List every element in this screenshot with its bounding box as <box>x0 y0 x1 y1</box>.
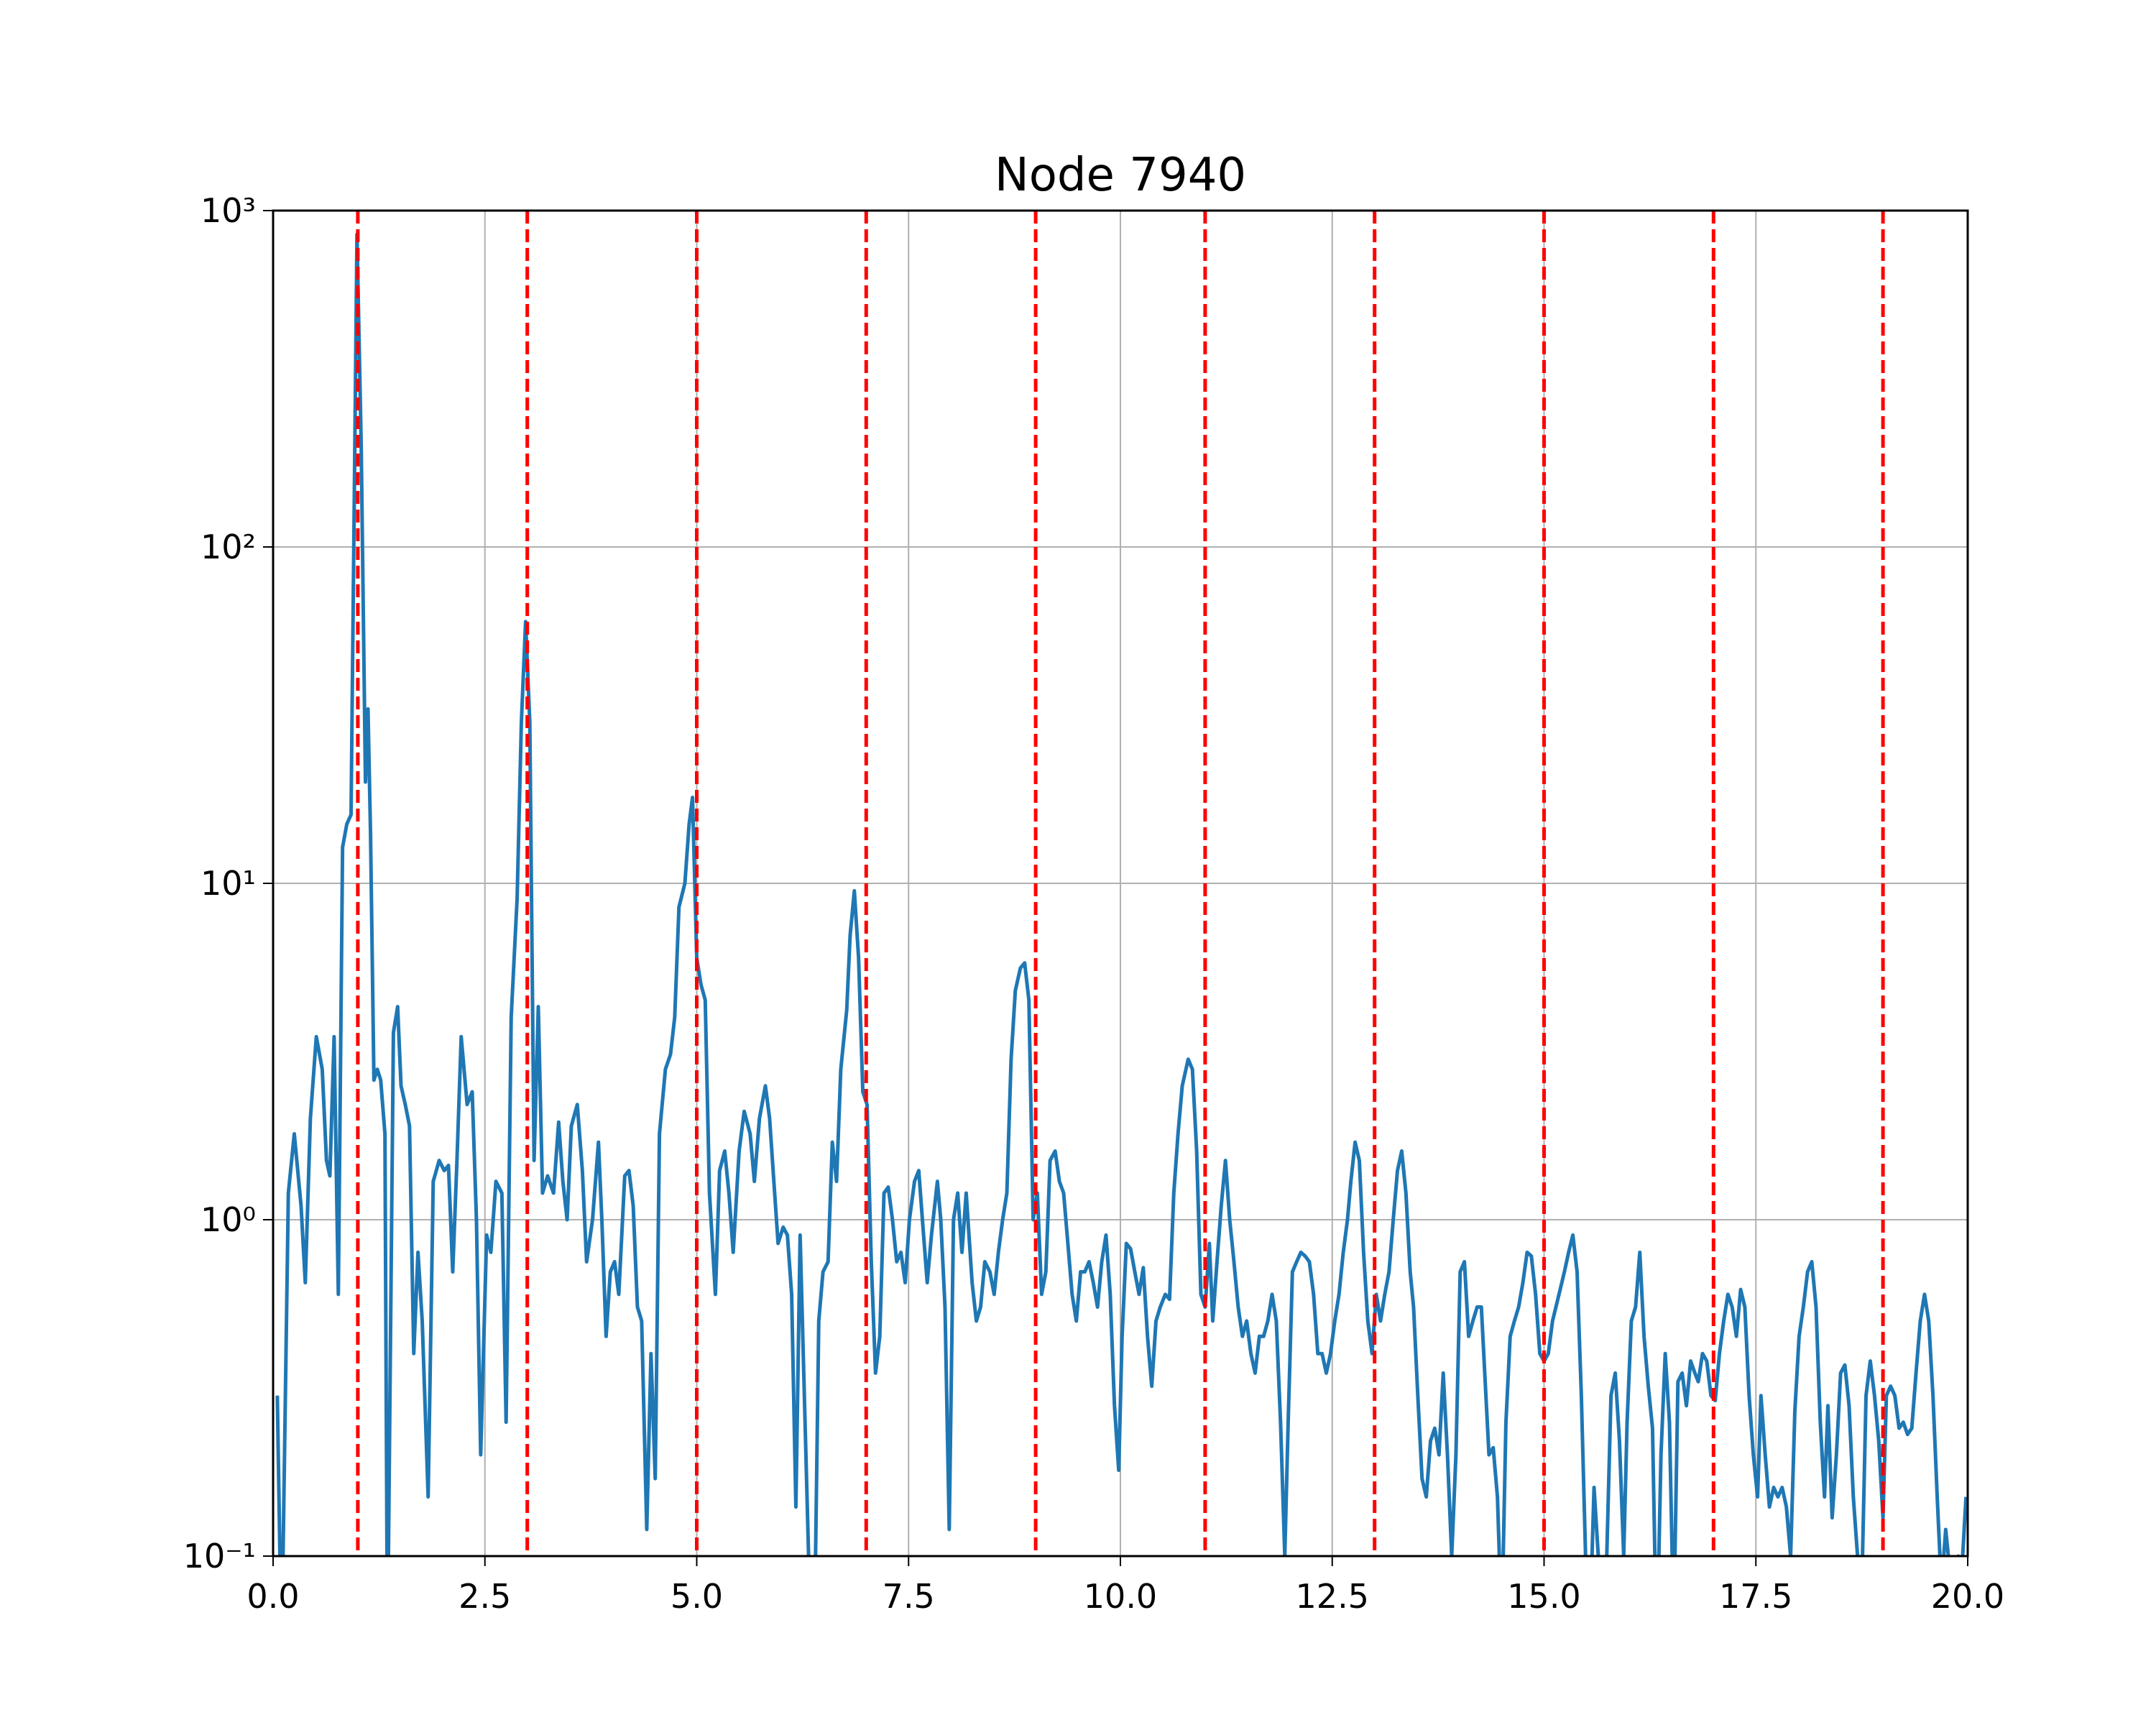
x-tick-label: 20.0 <box>1931 1577 2004 1616</box>
plot-area <box>275 211 1968 1556</box>
x-tick-label: 0.0 <box>247 1577 299 1616</box>
y-tick-label: 10⁰ <box>201 1200 256 1239</box>
ticks: 0.0 2.5 5.0 7.5 10.0 12.5 15.0 17.5 20.0 10⁻¹ 10⁰ 1… <box>183 191 2004 1616</box>
x-tick-label: 7.5 <box>883 1577 935 1616</box>
x-tick-label: 17.5 <box>1719 1577 1792 1616</box>
x-tick-label: 5.0 <box>671 1577 723 1616</box>
x-tick-label: 2.5 <box>459 1577 511 1616</box>
y-tick-label: 10³ <box>201 191 256 230</box>
y-tick-label: 10¹ <box>201 864 256 903</box>
chart-title: Node 7940 <box>995 149 1246 202</box>
x-tick-label: 12.5 <box>1296 1577 1369 1616</box>
x-tick-label: 10.0 <box>1084 1577 1157 1616</box>
y-tick-label: 10² <box>201 528 256 566</box>
x-tick-label: 15.0 <box>1507 1577 1580 1616</box>
y-tick-label: 10⁻¹ <box>183 1537 256 1576</box>
data-line <box>275 232 1968 1556</box>
